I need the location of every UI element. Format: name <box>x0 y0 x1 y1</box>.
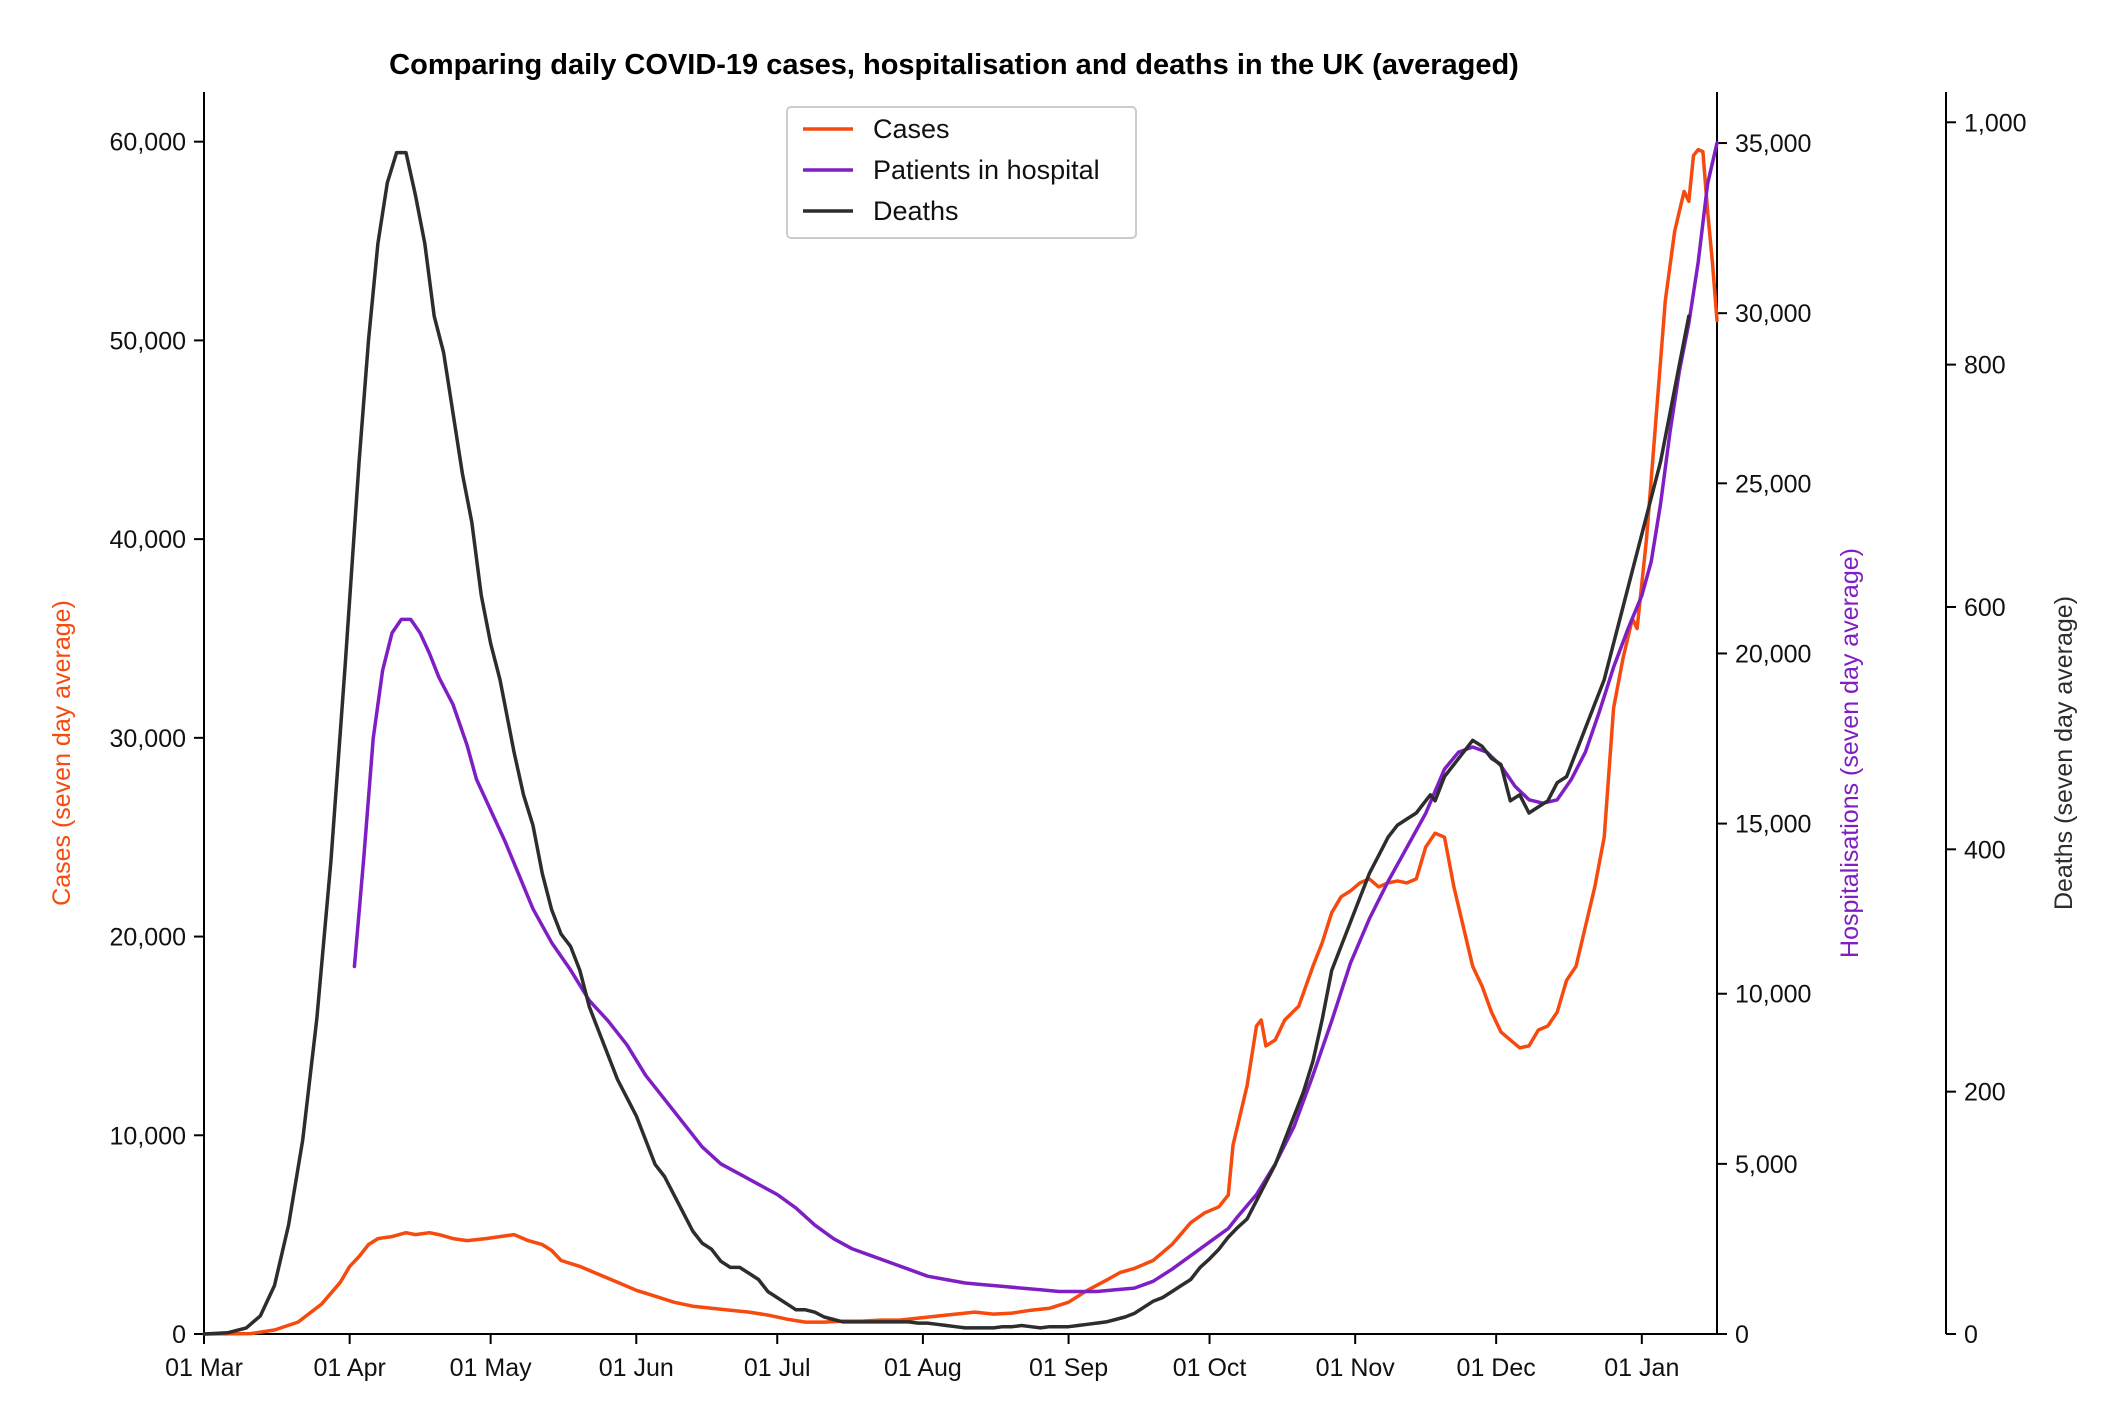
left-y-tick-label: 60,000 <box>110 129 186 157</box>
x-tick-label: 01 Nov <box>1316 1354 1396 1382</box>
right-y-tick-label-deaths: 1,000 <box>1964 109 2027 137</box>
left-y-tick-label: 10,000 <box>110 1122 186 1150</box>
right-y-tick-label-deaths: 400 <box>1964 836 2006 864</box>
left-axis-title: Cases (seven day average) <box>48 600 76 906</box>
series-line-patients-in-hospital <box>352 141 1719 1294</box>
right-y-tick-label-hospital: 5,000 <box>1735 1151 1798 1179</box>
right-y-tick-label-hospital: 15,000 <box>1735 811 1811 839</box>
x-tick-label: 01 May <box>450 1354 532 1382</box>
right-y-tick-label-deaths: 800 <box>1964 352 2006 380</box>
left-y-tick-label: 20,000 <box>110 924 186 952</box>
left-y-tick-label: 0 <box>172 1321 186 1349</box>
right-y-tick-label-hospital: 30,000 <box>1735 300 1811 328</box>
x-tick-label: 01 Jun <box>599 1354 674 1382</box>
x-tick-label: 01 Jan <box>1604 1354 1679 1382</box>
x-tick-label: 01 Aug <box>884 1354 962 1382</box>
right-axis-title-deaths: Deaths (seven day average) <box>2050 596 2078 910</box>
right-y-tick-label-deaths: 200 <box>1964 1079 2006 1107</box>
right-y-tick-label-hospital: 10,000 <box>1735 981 1811 1009</box>
right-axis-title-hospital: Hospitalisations (seven day average) <box>1836 548 1864 958</box>
left-y-tick-label: 50,000 <box>110 327 186 355</box>
right-y-tick-label-hospital: 20,000 <box>1735 640 1811 668</box>
right-y-tick-label-deaths: 600 <box>1964 594 2006 622</box>
x-tick-label: 01 Mar <box>165 1354 243 1382</box>
left-y-tick-label: 30,000 <box>110 725 186 753</box>
x-tick-label: 01 Apr <box>314 1354 386 1382</box>
right-y-tick-label-hospital: 25,000 <box>1735 470 1811 498</box>
legend-label-patients-in-hospital: Patients in hospital <box>873 155 1100 185</box>
x-tick-label: 01 Sep <box>1029 1354 1108 1382</box>
right-y-tick-label-deaths: 0 <box>1964 1321 1978 1349</box>
chart-title: Comparing daily COVID-19 cases, hospital… <box>389 49 1519 81</box>
series-line-deaths <box>202 150 1691 1336</box>
x-tick-label: 01 Jul <box>744 1354 811 1382</box>
right-y-tick-label-hospital: 35,000 <box>1735 130 1811 158</box>
legend-label-deaths: Deaths <box>873 196 959 226</box>
series-line-cases <box>202 147 1719 1336</box>
x-tick-label: 01 Dec <box>1457 1354 1536 1382</box>
left-y-tick-label: 40,000 <box>110 526 186 554</box>
legend-label-cases: Cases <box>873 114 950 144</box>
legend-box <box>786 106 1137 239</box>
x-tick-label: 01 Oct <box>1173 1354 1247 1382</box>
right-y-tick-label-hospital: 0 <box>1735 1321 1749 1349</box>
